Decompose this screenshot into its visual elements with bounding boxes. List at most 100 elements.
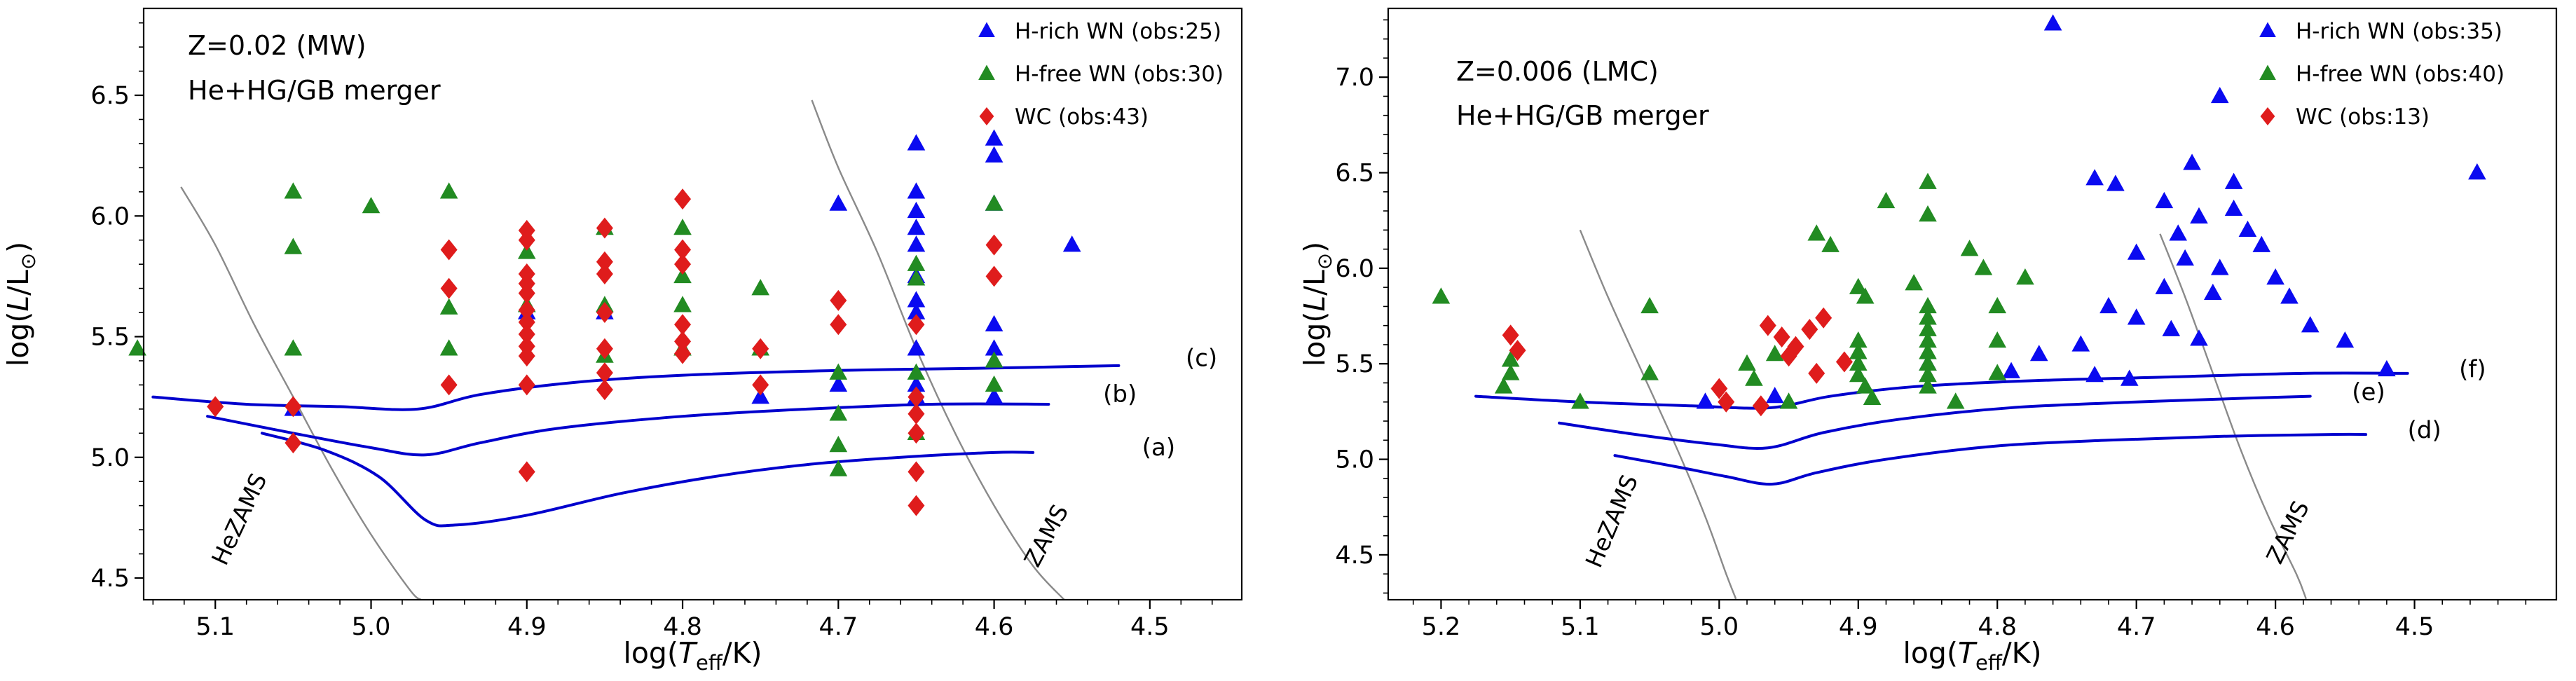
wc-point	[1711, 378, 1728, 399]
h-free-wn-point	[1494, 377, 1513, 394]
wc-point	[596, 302, 613, 324]
h-free-wn-point	[439, 298, 458, 315]
h-free-wn-point	[673, 218, 692, 235]
h-rich-wn-point	[2224, 172, 2243, 189]
h-rich-wn-point	[1696, 392, 1715, 409]
legend-marker-2	[2260, 107, 2275, 125]
y-tick-label: 4.5	[1335, 542, 1374, 570]
wc-point	[907, 403, 925, 425]
channel-label: He+HG/GB merger	[188, 75, 441, 106]
wc-point	[1780, 345, 1797, 367]
h-free-wn-point	[284, 238, 303, 254]
wc-point	[985, 234, 1003, 256]
h-free-wn-point	[284, 339, 303, 356]
h-free-wn-point	[673, 296, 692, 312]
y-tick-label: 5.5	[90, 324, 130, 352]
h-rich-wn-point	[829, 194, 848, 211]
x-tick-label: 5.1	[1561, 613, 1600, 641]
h-rich-wn-point	[907, 201, 926, 219]
track-label-d: (d)	[2408, 417, 2441, 445]
h-rich-wn-point	[907, 134, 926, 151]
track-d	[1613, 432, 2368, 486]
wc-point	[907, 461, 925, 483]
wc-point	[674, 254, 692, 275]
h-free-wn-point	[1807, 224, 1826, 241]
y-tick-label: 6.5	[1335, 160, 1374, 188]
wc-point	[285, 432, 302, 454]
wc-point	[830, 289, 847, 311]
h-free-wn-point	[1501, 350, 1520, 367]
h-free-wn-point	[1905, 274, 1923, 291]
lmc-panel-svg: HeZAMS ZAMS (d) (e) (f) 5.2 5.1 5.0 4.9 4.8 4.7 4.6…	[1298, 7, 2558, 675]
h-free-wn-point	[1919, 331, 1937, 348]
h-free-wn-point	[1919, 205, 1937, 222]
h-free-wn-point	[1919, 172, 1937, 189]
h-free-wn-point	[1765, 345, 1784, 362]
h-free-wn-point	[1960, 240, 1979, 256]
wc-point	[1801, 319, 1818, 340]
track-label-e: (e)	[2352, 378, 2385, 406]
wc-point	[907, 314, 925, 336]
h-free-wn-point	[1919, 377, 1937, 394]
wc-point	[518, 282, 535, 304]
h-free-wn-point	[907, 363, 926, 380]
legend-label-1: H-free WN (obs:40)	[2296, 62, 2505, 87]
wc-point	[907, 422, 925, 444]
wc-point	[596, 217, 613, 239]
y-tick-label: 5.5	[1335, 350, 1374, 378]
h-free-wn-point	[362, 196, 381, 214]
x-tick-label: 4.9	[1839, 613, 1878, 641]
x-tick-label: 4.6	[2256, 613, 2295, 641]
wc-point	[440, 239, 458, 261]
legend-marker-0	[978, 22, 995, 37]
wc-point	[440, 374, 458, 396]
h-free-wn-point	[1432, 287, 1451, 304]
legend-label-2: WC (obs:43)	[1015, 104, 1149, 130]
x-tick-label: 4.8	[663, 613, 702, 641]
track-c	[151, 364, 1121, 411]
wc-point	[596, 251, 613, 273]
h-free-wn-point	[439, 339, 458, 356]
wc-point	[985, 266, 1003, 287]
track-b	[206, 402, 1050, 457]
x-tick-label: 5.0	[352, 613, 391, 641]
wc-point	[674, 343, 692, 364]
wc-point	[752, 338, 769, 359]
wc-point	[518, 374, 535, 396]
h-rich-wn-point	[907, 339, 926, 356]
x-tick-label: 4.9	[507, 613, 547, 641]
h-rich-wn-point	[985, 387, 1003, 404]
h-free-wn-point	[1919, 343, 1937, 359]
h-rich-wn-point	[2210, 259, 2229, 275]
y-tick-label: 6.0	[90, 202, 130, 231]
legend-marker-2	[979, 107, 994, 125]
zams-label: ZAMS	[2261, 497, 2315, 568]
h-free-wn-point	[1863, 388, 1882, 406]
h-rich-wn-point	[2155, 277, 2174, 294]
h-rich-wn-point	[2378, 359, 2396, 377]
h-free-wn-point	[517, 242, 536, 259]
zams-line	[811, 99, 1065, 600]
wc-point	[596, 362, 613, 384]
wc-point	[830, 314, 847, 336]
wc-point	[674, 239, 692, 261]
y-tick-label: 5.0	[90, 444, 130, 472]
h-free-wn-point	[1849, 343, 1868, 359]
wc-point	[752, 374, 769, 396]
h-rich-wn-point	[2183, 153, 2201, 170]
h-rich-wn-point	[2190, 207, 2208, 223]
track-label-f: (f)	[2459, 355, 2486, 383]
h-free-wn-point	[1849, 277, 1868, 294]
h-rich-wn-point	[2252, 235, 2271, 252]
h-rich-wn-point	[907, 375, 926, 392]
h-free-wn-point	[1856, 377, 1875, 394]
wc-point	[1718, 391, 1735, 413]
legend-marker-0	[2259, 22, 2276, 37]
wc-point	[1752, 395, 1769, 417]
h-rich-wn-point	[829, 375, 848, 392]
legend-marker-1	[978, 64, 995, 80]
wc-point	[1509, 340, 1526, 362]
wc-point	[907, 386, 925, 408]
wc-point	[596, 379, 613, 401]
track-label-c: (c)	[1186, 345, 1217, 373]
